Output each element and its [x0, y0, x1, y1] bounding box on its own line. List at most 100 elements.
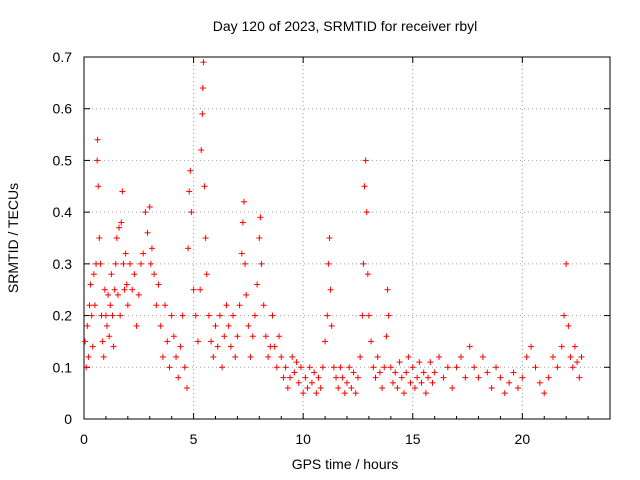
- data-point: [558, 343, 565, 350]
- data-point: [122, 250, 129, 257]
- data-point: [256, 235, 263, 241]
- data-point: [203, 271, 210, 278]
- data-point: [110, 343, 117, 350]
- data-point: [565, 322, 572, 329]
- data-point: [300, 390, 307, 397]
- data-point: [308, 379, 315, 386]
- data-point: [173, 353, 180, 360]
- data-point: [337, 364, 344, 371]
- data-point: [411, 384, 418, 391]
- data-point: [208, 338, 215, 345]
- data-point: [519, 374, 526, 381]
- data-point: [405, 353, 412, 360]
- data-point: [506, 379, 513, 386]
- data-point: [297, 364, 304, 371]
- data-point: [429, 379, 436, 386]
- data-point: [376, 369, 383, 376]
- data-point: [418, 379, 425, 386]
- data-point: [137, 260, 144, 267]
- y-tick-label: 0: [64, 411, 72, 427]
- data-point: [86, 302, 93, 309]
- data-point: [436, 353, 443, 360]
- y-tick-label: 0.6: [53, 101, 73, 117]
- data-point: [118, 219, 125, 226]
- data-point: [545, 374, 552, 381]
- data-point: [99, 338, 106, 345]
- data-point: [200, 59, 207, 66]
- x-tick-label: 5: [190, 431, 198, 447]
- data-point: [363, 209, 370, 216]
- data-point: [257, 214, 264, 221]
- data-point: [197, 286, 204, 293]
- data-point: [187, 167, 194, 174]
- data-point: [179, 312, 186, 319]
- data-point: [258, 260, 265, 267]
- data-point: [184, 384, 191, 391]
- data-point: [157, 322, 164, 329]
- data-point: [106, 333, 113, 340]
- data-point: [236, 302, 243, 309]
- data-point: [315, 374, 322, 381]
- data-point: [304, 384, 311, 391]
- data-point: [164, 338, 171, 345]
- data-point: [392, 369, 399, 376]
- data-point: [475, 374, 482, 381]
- data-point: [151, 271, 158, 278]
- y-axis-ticks: 0 0.1 0.2 0.3 0.4 0.5 0.6 0.7: [53, 49, 610, 427]
- data-point: [346, 364, 353, 371]
- data-point: [170, 333, 177, 340]
- data-point: [374, 353, 381, 360]
- data-point: [186, 188, 193, 195]
- data-point: [273, 364, 280, 371]
- data-point: [284, 384, 291, 391]
- data-point: [484, 369, 491, 376]
- data-point: [328, 322, 335, 329]
- data-point: [384, 286, 391, 293]
- data-point: [181, 364, 188, 371]
- data-point: [536, 379, 543, 386]
- data-point: [123, 281, 130, 288]
- data-point: [238, 250, 245, 257]
- data-point: [361, 183, 368, 190]
- data-point: [457, 353, 464, 360]
- data-point: [427, 359, 434, 366]
- data-point: [262, 333, 269, 340]
- data-point: [107, 302, 114, 309]
- data-point: [479, 353, 486, 360]
- data-point: [202, 235, 209, 241]
- data-point: [100, 353, 107, 360]
- data-point: [365, 312, 372, 319]
- data-point: [400, 390, 407, 397]
- data-point: [387, 364, 394, 371]
- data-point: [335, 384, 342, 391]
- data-point: [514, 384, 521, 391]
- data-point: [532, 364, 539, 371]
- data-point: [453, 364, 460, 371]
- data-point: [396, 359, 403, 366]
- data-point: [265, 353, 272, 360]
- data-point: [111, 286, 118, 293]
- data-point: [440, 374, 447, 381]
- data-point: [112, 260, 119, 267]
- x-axis-label: GPS time / hours: [292, 456, 399, 472]
- data-point: [528, 343, 535, 350]
- data-point: [348, 384, 355, 391]
- x-tick-label: 20: [515, 431, 531, 447]
- data-point: [420, 369, 427, 376]
- data-point: [114, 291, 121, 298]
- data-point: [113, 235, 120, 241]
- data-points: [82, 59, 585, 397]
- data-point: [444, 364, 451, 371]
- data-point: [339, 374, 346, 381]
- y-tick-label: 0.1: [53, 359, 73, 375]
- data-point: [251, 312, 258, 319]
- data-point: [87, 281, 94, 288]
- data-point: [214, 343, 221, 350]
- y-tick-label: 0.7: [53, 49, 73, 65]
- data-point: [166, 364, 173, 371]
- data-point: [344, 379, 350, 386]
- data-point: [177, 343, 184, 350]
- data-point: [354, 374, 361, 381]
- data-point: [104, 322, 111, 329]
